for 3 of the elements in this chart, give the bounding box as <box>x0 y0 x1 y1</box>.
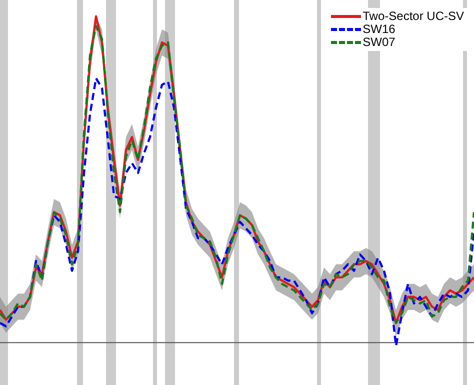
legend-label: SW16 <box>362 22 396 36</box>
legend-label: Two-Sector UC-SV <box>362 9 464 23</box>
legend-label: SW07 <box>362 35 396 49</box>
